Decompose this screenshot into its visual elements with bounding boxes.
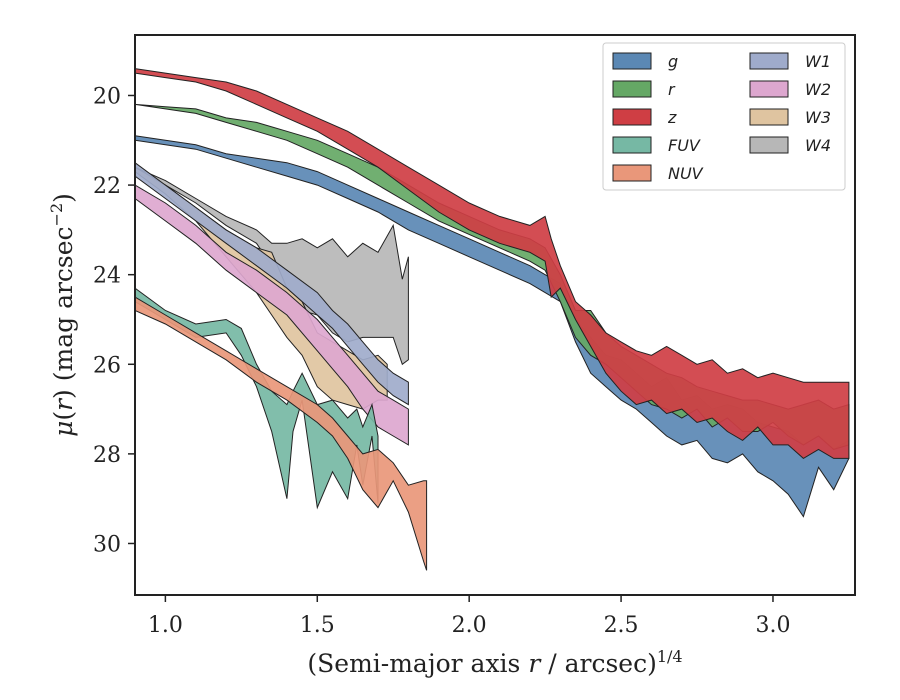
legend-label: g	[668, 52, 678, 71]
band-g	[135, 135, 850, 518]
y-tick-label: 30	[93, 532, 121, 557]
legend-swatch	[749, 108, 789, 126]
legend-label: FUV	[668, 136, 701, 155]
legend-label: r	[668, 80, 676, 99]
legend-item-w1: W1	[749, 52, 831, 71]
x-tick-label: 1.0	[148, 613, 183, 638]
x-tick-label: 1.5	[300, 613, 335, 638]
legend-item-w4: W4	[749, 136, 831, 155]
legend-swatch	[749, 136, 789, 154]
legend-swatch	[612, 108, 652, 126]
legend-item-w2: W2	[749, 80, 831, 99]
band-z	[135, 68, 850, 460]
legend-label: z	[667, 108, 677, 127]
x-tick-label: 3.0	[755, 613, 790, 638]
y-tick-label: 24	[93, 264, 121, 289]
x-axis: 1.0 1.5 2.0 2.5 3.0	[148, 595, 790, 638]
legend-swatch	[612, 136, 652, 154]
legend-swatch	[612, 164, 652, 182]
legend-item-fuv: FUV	[612, 136, 701, 155]
legend-label: W4	[805, 136, 831, 155]
legend-item-w3: W3	[749, 108, 831, 127]
legend-item-r: r	[612, 80, 676, 99]
band-nuv	[135, 296, 428, 571]
y-tick-label: 28	[93, 443, 121, 468]
band-w1	[135, 162, 409, 406]
legend: grz FUV NUV W1 W2 W3 W4	[602, 42, 846, 191]
legend-label: W3	[805, 108, 831, 127]
y-tick-label: 22	[93, 174, 121, 199]
x-tick-label: 2.0	[452, 613, 487, 638]
data-bands	[135, 68, 850, 571]
legend-swatch	[749, 52, 789, 70]
legend-swatch	[612, 52, 652, 70]
legend-item-g: g	[612, 52, 678, 71]
legend-label: NUV	[668, 164, 704, 183]
plot-frame	[134, 34, 856, 596]
y-tick-label: 20	[93, 84, 121, 109]
y-axis: 20 22 24 26 28 30	[93, 84, 135, 557]
y-axis-label: μ(r) (mag arcsec−2)	[47, 193, 78, 437]
legend-item-z: z	[612, 108, 677, 127]
legend-item-nuv: NUV	[612, 164, 704, 183]
x-axis-label: (Semi-major axis r / arcsec)1/4	[307, 647, 682, 678]
x-tick-label: 2.5	[604, 613, 639, 638]
legend-label: W2	[805, 80, 831, 99]
y-tick-label: 26	[93, 353, 121, 378]
legend-label: W1	[805, 52, 831, 71]
legend-swatch	[612, 80, 652, 98]
band-w2	[135, 184, 409, 446]
legend-swatch	[749, 80, 789, 98]
